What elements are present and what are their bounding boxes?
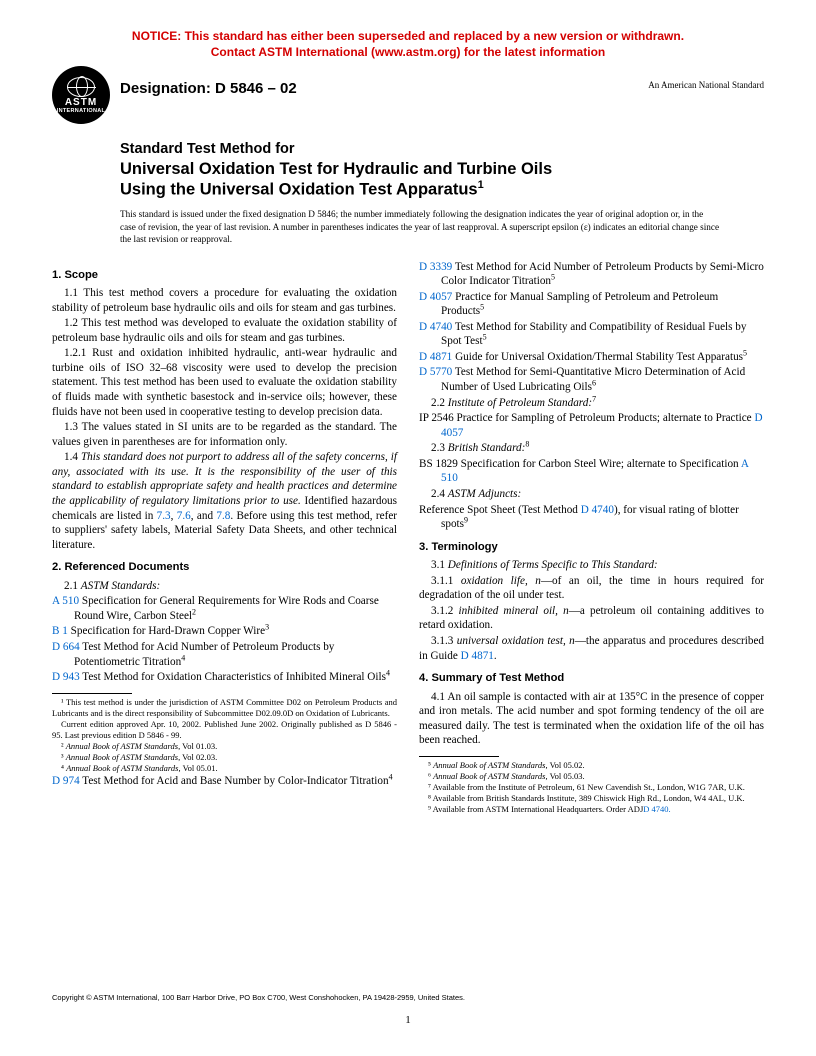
terminology-heading: 3. Terminology xyxy=(419,540,764,555)
para-1-3: 1.3 The values stated in SI units are to… xyxy=(52,420,397,449)
footnote: ⁹ Available from ASTM International Head… xyxy=(419,804,764,815)
link-7-3[interactable]: 7.3 xyxy=(157,510,171,522)
notice-banner: NOTICE: This standard has either been su… xyxy=(52,28,764,60)
page: NOTICE: This standard has either been su… xyxy=(0,0,816,1056)
footnote: ⁵ Annual Book of ASTM Standards, Vol 05.… xyxy=(419,760,764,771)
footnote: ⁶ Annual Book of ASTM Standards, Vol 05.… xyxy=(419,771,764,782)
ref-item: D 3339 Test Method for Acid Number of Pe… xyxy=(419,260,764,289)
ref-link[interactable]: D 4057 xyxy=(419,291,452,303)
scope-heading: 1. Scope xyxy=(52,268,397,283)
ref-item: D 4740 Test Method for Stability and Com… xyxy=(419,320,764,349)
notice-line2: Contact ASTM International (www.astm.org… xyxy=(211,45,605,59)
ref-bs1829: BS 1829 Specification for Carbon Steel W… xyxy=(419,457,764,486)
issuance-note: This standard is issued under the fixed … xyxy=(120,208,720,245)
ref-adjunct: Reference Spot Sheet (Test Method D 4740… xyxy=(419,503,764,532)
ref-item: D 4057 Practice for Manual Sampling of P… xyxy=(419,290,764,319)
ref-link[interactable]: D 974 xyxy=(52,775,80,787)
ref-link[interactable]: D 3339 xyxy=(419,261,452,273)
footnote: ⁷ Available from the Institute of Petrol… xyxy=(419,782,764,793)
ref-link[interactable]: D 4740. xyxy=(643,804,670,814)
summary-heading: 4. Summary of Test Method xyxy=(419,671,764,686)
term-3-1: 3.1 Definitions of Terms Specific to Thi… xyxy=(419,558,764,573)
title-line2b: Using the Universal Oxidation Test Appar… xyxy=(120,179,764,200)
ansi-label: An American National Standard xyxy=(648,80,764,90)
title-line2a: Universal Oxidation Test for Hydraulic a… xyxy=(120,159,764,180)
link-7-6[interactable]: 7.6 xyxy=(177,510,191,522)
ref-item: B 1 Specification for Hard-Drawn Copper … xyxy=(52,624,397,639)
footnote: ³ Annual Book of ASTM Standards, Vol 02.… xyxy=(52,752,397,763)
notice-line1: NOTICE: This standard has either been su… xyxy=(132,29,684,43)
ref-2-3: 2.3 British Standard:8 xyxy=(419,441,764,456)
term-3-1-1: 3.1.1 oxidation life, n—of an oil, the t… xyxy=(419,574,764,603)
ref-item: D 943 Test Method for Oxidation Characte… xyxy=(52,670,397,685)
ref-link[interactable]: D 664 xyxy=(52,641,80,653)
footnote: Current edition approved Apr. 10, 2002. … xyxy=(52,719,397,741)
ref-2-1: 2.1 ASTM Standards: xyxy=(52,579,397,594)
ref-link[interactable]: D 4740 xyxy=(419,321,452,333)
ref-ip2546: IP 2546 Practice for Sampling of Petrole… xyxy=(419,411,764,440)
header-row: ASTM INTERNATIONAL Designation: D 5846 –… xyxy=(52,66,764,124)
title-block: Standard Test Method for Universal Oxida… xyxy=(120,140,764,200)
ref-link[interactable]: D 4740 xyxy=(581,504,614,516)
footnote-rule xyxy=(52,693,132,694)
ref-link[interactable]: D 4871 xyxy=(461,650,494,662)
ref-item: D 974 Test Method for Acid and Base Numb… xyxy=(52,774,397,789)
refdocs-heading: 2. Referenced Documents xyxy=(52,560,397,575)
link-7-8[interactable]: 7.8 xyxy=(216,510,230,522)
footnote-rule xyxy=(419,756,499,757)
footnotes-left-block: ¹ This test method is under the jurisdic… xyxy=(52,693,397,774)
footnotes-right-block: ⁵ Annual Book of ASTM Standards, Vol 05.… xyxy=(419,756,764,815)
ref-link[interactable]: B 1 xyxy=(52,625,68,637)
logo-sub: INTERNATIONAL xyxy=(57,109,105,115)
ref-link[interactable]: D 5770 xyxy=(419,366,452,378)
body-columns: 1. Scope 1.1 This test method covers a p… xyxy=(52,260,764,816)
ref-2-2: 2.2 Institute of Petroleum Standard:7 xyxy=(419,396,764,411)
copyright: Copyright © ASTM International, 100 Barr… xyxy=(52,993,465,1002)
footnotes-right: ⁵ Annual Book of ASTM Standards, Vol 05.… xyxy=(419,760,764,815)
ref-link[interactable]: D 943 xyxy=(52,671,80,683)
ref-link[interactable]: A 510 xyxy=(52,595,79,607)
term-3-1-3: 3.1.3 universal oxidation test, n—the ap… xyxy=(419,634,764,663)
ref-item: D 4871 Guide for Universal Oxidation/The… xyxy=(419,350,764,365)
para-4-1: 4.1 An oil sample is contacted with air … xyxy=(419,690,764,748)
footnotes-left: ¹ This test method is under the jurisdic… xyxy=(52,697,397,774)
globe-icon xyxy=(67,77,95,97)
logo-brand: ASTM xyxy=(65,98,97,108)
term-3-1-2: 3.1.2 inhibited mineral oil, n—a petrole… xyxy=(419,604,764,633)
title-sup: 1 xyxy=(478,179,484,191)
para-1-1: 1.1 This test method covers a procedure … xyxy=(52,286,397,315)
ref-2-4: 2.4 ASTM Adjuncts: xyxy=(419,487,764,502)
ref-item: D 5770 Test Method for Semi-Quantitative… xyxy=(419,365,764,394)
ref-link[interactable]: D 4871 xyxy=(419,351,452,363)
astm-logo: ASTM INTERNATIONAL xyxy=(52,66,110,124)
footnote: ⁴ Annual Book of ASTM Standards, Vol 05.… xyxy=(52,763,397,774)
ref-item: A 510 Specification for General Requirem… xyxy=(52,594,397,623)
para-1-2-1: 1.2.1 Rust and oxidation inhibited hydra… xyxy=(52,346,397,419)
page-number: 1 xyxy=(0,1014,816,1026)
footnote: ⁸ Available from British Standards Insti… xyxy=(419,793,764,804)
ref-item: D 664 Test Method for Acid Number of Pet… xyxy=(52,640,397,669)
title-line1: Standard Test Method for xyxy=(120,140,764,158)
para-1-2: 1.2 This test method was developed to ev… xyxy=(52,316,397,345)
designation: Designation: D 5846 – 02 xyxy=(120,80,297,97)
footnote: ² Annual Book of ASTM Standards, Vol 01.… xyxy=(52,741,397,752)
para-1-4: 1.4 This standard does not purport to ad… xyxy=(52,450,397,552)
footnote: ¹ This test method is under the jurisdic… xyxy=(52,697,397,719)
